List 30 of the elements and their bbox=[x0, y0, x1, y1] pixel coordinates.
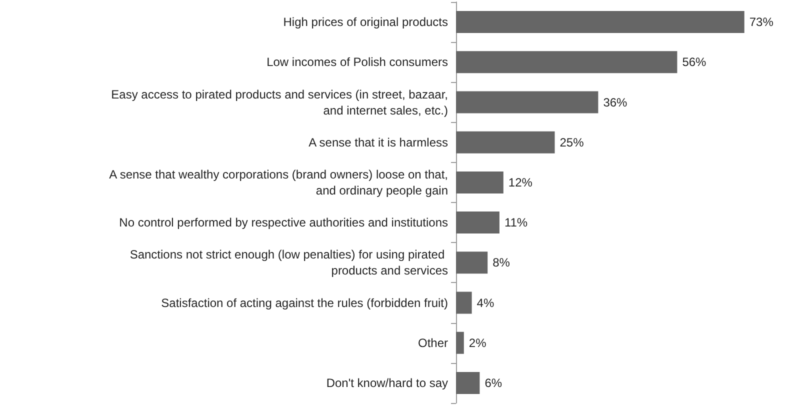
y-tick-label: Satisfaction of acting against the rules (forbidden fruit) bbox=[161, 296, 448, 310]
y-tick-label: A sense that it is harmless bbox=[308, 135, 448, 150]
y-tick-label: Low incomes of Polish consumers bbox=[266, 55, 448, 70]
y-tick-label: Don't know/hard to say bbox=[326, 376, 448, 390]
y-tick-label: Sanctions not strict enough (low penalties) for using pirated products and services bbox=[130, 248, 448, 278]
data-label: 12% bbox=[508, 175, 533, 190]
data-label: 25% bbox=[560, 135, 584, 150]
y-tick-label: High prices of original products bbox=[283, 15, 448, 30]
data-label: 11% bbox=[504, 216, 528, 230]
data-label: 8% bbox=[492, 256, 510, 270]
y-tick-label: Easy access to pirated products and services (in street, bazaar, and internet sales, etc.) bbox=[111, 87, 448, 118]
y-tick-label: A sense that wealthy corporations (brand owners) loose on that, and ordinary people gain bbox=[109, 167, 448, 198]
bar bbox=[456, 131, 555, 154]
data-label: 2% bbox=[468, 336, 487, 350]
bar bbox=[456, 372, 480, 394]
bar bbox=[456, 212, 500, 234]
bar bbox=[456, 252, 488, 274]
data-label: 6% bbox=[484, 376, 502, 390]
y-tick-label: No control performed by respective authorities and institutions bbox=[119, 216, 448, 230]
data-label: 4% bbox=[476, 296, 494, 310]
data-label: 56% bbox=[682, 55, 707, 70]
data-label: 36% bbox=[603, 95, 628, 110]
data-label: 73% bbox=[749, 15, 774, 30]
y-tick-label: Other bbox=[418, 336, 448, 350]
bar bbox=[456, 292, 472, 314]
bar bbox=[456, 11, 744, 34]
bar bbox=[456, 332, 464, 354]
bar bbox=[456, 91, 598, 114]
bar bbox=[456, 171, 504, 194]
bar bbox=[456, 51, 678, 74]
